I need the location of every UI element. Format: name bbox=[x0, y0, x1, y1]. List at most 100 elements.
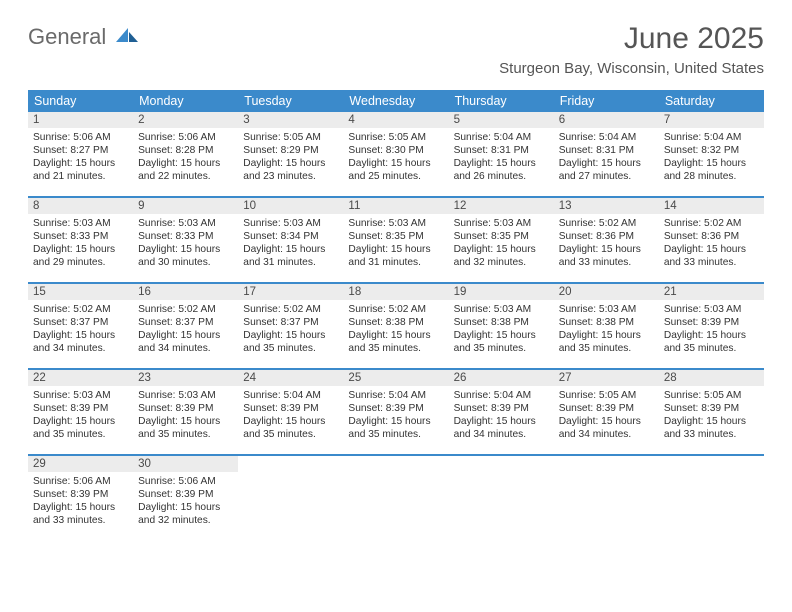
sunrise-line: Sunrise: 5:06 AM bbox=[138, 475, 233, 488]
sunset-line: Sunset: 8:39 PM bbox=[33, 402, 128, 415]
daylight-line: Daylight: 15 hours and 26 minutes. bbox=[454, 157, 549, 183]
day-body: Sunrise: 5:04 AMSunset: 8:31 PMDaylight:… bbox=[554, 128, 659, 187]
daylight-line: Daylight: 15 hours and 33 minutes. bbox=[559, 243, 654, 269]
sunrise-line: Sunrise: 5:03 AM bbox=[33, 217, 128, 230]
daylight-line: Daylight: 15 hours and 35 minutes. bbox=[243, 415, 338, 441]
logo-text: General Blue bbox=[28, 26, 140, 70]
day-body: Sunrise: 5:02 AMSunset: 8:37 PMDaylight:… bbox=[28, 300, 133, 359]
sunrise-line: Sunrise: 5:06 AM bbox=[138, 131, 233, 144]
day-body: Sunrise: 5:04 AMSunset: 8:32 PMDaylight:… bbox=[659, 128, 764, 187]
day-body: Sunrise: 5:02 AMSunset: 8:38 PMDaylight:… bbox=[343, 300, 448, 359]
calendar-cell: 30Sunrise: 5:06 AMSunset: 8:39 PMDayligh… bbox=[133, 456, 238, 540]
sunset-line: Sunset: 8:38 PM bbox=[559, 316, 654, 329]
daylight-line: Daylight: 15 hours and 25 minutes. bbox=[348, 157, 443, 183]
sunrise-line: Sunrise: 5:03 AM bbox=[454, 217, 549, 230]
day-body: Sunrise: 5:03 AMSunset: 8:35 PMDaylight:… bbox=[343, 214, 448, 273]
sunrise-line: Sunrise: 5:02 AM bbox=[664, 217, 759, 230]
daylight-line: Daylight: 15 hours and 32 minutes. bbox=[138, 501, 233, 527]
calendar-cell: 1Sunrise: 5:06 AMSunset: 8:27 PMDaylight… bbox=[28, 112, 133, 196]
daylight-line: Daylight: 15 hours and 34 minutes. bbox=[559, 415, 654, 441]
sunrise-line: Sunrise: 5:03 AM bbox=[33, 389, 128, 402]
day-body: Sunrise: 5:04 AMSunset: 8:39 PMDaylight:… bbox=[449, 386, 554, 445]
daylight-line: Daylight: 15 hours and 34 minutes. bbox=[138, 329, 233, 355]
day-body: Sunrise: 5:03 AMSunset: 8:38 PMDaylight:… bbox=[554, 300, 659, 359]
day-body: Sunrise: 5:06 AMSunset: 8:39 PMDaylight:… bbox=[28, 472, 133, 531]
day-number: 17 bbox=[238, 284, 343, 300]
day-body: Sunrise: 5:03 AMSunset: 8:39 PMDaylight:… bbox=[28, 386, 133, 445]
day-number: 28 bbox=[659, 370, 764, 386]
daylight-line: Daylight: 15 hours and 28 minutes. bbox=[664, 157, 759, 183]
sunset-line: Sunset: 8:31 PM bbox=[559, 144, 654, 157]
daylight-line: Daylight: 15 hours and 34 minutes. bbox=[454, 415, 549, 441]
sunset-line: Sunset: 8:39 PM bbox=[348, 402, 443, 415]
day-body: Sunrise: 5:04 AMSunset: 8:31 PMDaylight:… bbox=[449, 128, 554, 187]
sunrise-line: Sunrise: 5:06 AM bbox=[33, 131, 128, 144]
day-body: Sunrise: 5:06 AMSunset: 8:28 PMDaylight:… bbox=[133, 128, 238, 187]
day-body: Sunrise: 5:03 AMSunset: 8:39 PMDaylight:… bbox=[659, 300, 764, 359]
day-number: 23 bbox=[133, 370, 238, 386]
sunrise-line: Sunrise: 5:03 AM bbox=[138, 217, 233, 230]
calendar-week: 22Sunrise: 5:03 AMSunset: 8:39 PMDayligh… bbox=[28, 368, 764, 454]
calendar-cell: 27Sunrise: 5:05 AMSunset: 8:39 PMDayligh… bbox=[554, 370, 659, 454]
day-number: 22 bbox=[28, 370, 133, 386]
daylight-line: Daylight: 15 hours and 30 minutes. bbox=[138, 243, 233, 269]
sunset-line: Sunset: 8:39 PM bbox=[454, 402, 549, 415]
calendar-cell: 11Sunrise: 5:03 AMSunset: 8:35 PMDayligh… bbox=[343, 198, 448, 282]
dow-sunday: Sunday bbox=[28, 90, 133, 112]
day-number: 6 bbox=[554, 112, 659, 128]
sunset-line: Sunset: 8:36 PM bbox=[664, 230, 759, 243]
sunrise-line: Sunrise: 5:03 AM bbox=[454, 303, 549, 316]
sunset-line: Sunset: 8:34 PM bbox=[243, 230, 338, 243]
daylight-line: Daylight: 15 hours and 35 minutes. bbox=[348, 329, 443, 355]
day-number: 12 bbox=[449, 198, 554, 214]
sunset-line: Sunset: 8:35 PM bbox=[454, 230, 549, 243]
daylight-line: Daylight: 15 hours and 22 minutes. bbox=[138, 157, 233, 183]
calendar-cell: 15Sunrise: 5:02 AMSunset: 8:37 PMDayligh… bbox=[28, 284, 133, 368]
page-title: June 2025 bbox=[624, 22, 764, 56]
calendar-week: 1Sunrise: 5:06 AMSunset: 8:27 PMDaylight… bbox=[28, 112, 764, 196]
day-number: 16 bbox=[133, 284, 238, 300]
sunrise-line: Sunrise: 5:03 AM bbox=[138, 389, 233, 402]
calendar-cell bbox=[238, 456, 343, 540]
calendar-cell: 17Sunrise: 5:02 AMSunset: 8:37 PMDayligh… bbox=[238, 284, 343, 368]
day-number: 11 bbox=[343, 198, 448, 214]
day-number: 1 bbox=[28, 112, 133, 128]
day-number: 30 bbox=[133, 456, 238, 472]
day-number: 13 bbox=[554, 198, 659, 214]
day-number: 7 bbox=[659, 112, 764, 128]
day-body: Sunrise: 5:02 AMSunset: 8:37 PMDaylight:… bbox=[238, 300, 343, 359]
calendar-cell: 23Sunrise: 5:03 AMSunset: 8:39 PMDayligh… bbox=[133, 370, 238, 454]
sunset-line: Sunset: 8:33 PM bbox=[33, 230, 128, 243]
calendar-cell: 4Sunrise: 5:05 AMSunset: 8:30 PMDaylight… bbox=[343, 112, 448, 196]
daylight-line: Daylight: 15 hours and 35 minutes. bbox=[664, 329, 759, 355]
calendar-cell bbox=[343, 456, 448, 540]
calendar-cell: 5Sunrise: 5:04 AMSunset: 8:31 PMDaylight… bbox=[449, 112, 554, 196]
day-body: Sunrise: 5:03 AMSunset: 8:35 PMDaylight:… bbox=[449, 214, 554, 273]
sunset-line: Sunset: 8:29 PM bbox=[243, 144, 338, 157]
sunrise-line: Sunrise: 5:05 AM bbox=[348, 131, 443, 144]
calendar-cell: 6Sunrise: 5:04 AMSunset: 8:31 PMDaylight… bbox=[554, 112, 659, 196]
daylight-line: Daylight: 15 hours and 21 minutes. bbox=[33, 157, 128, 183]
sunrise-line: Sunrise: 5:04 AM bbox=[454, 389, 549, 402]
day-body: Sunrise: 5:06 AMSunset: 8:39 PMDaylight:… bbox=[133, 472, 238, 531]
location-subtitle: Sturgeon Bay, Wisconsin, United States bbox=[499, 60, 764, 77]
sunrise-line: Sunrise: 5:02 AM bbox=[348, 303, 443, 316]
calendar-cell: 19Sunrise: 5:03 AMSunset: 8:38 PMDayligh… bbox=[449, 284, 554, 368]
calendar-cell: 8Sunrise: 5:03 AMSunset: 8:33 PMDaylight… bbox=[28, 198, 133, 282]
sunset-line: Sunset: 8:37 PM bbox=[243, 316, 338, 329]
sunrise-line: Sunrise: 5:02 AM bbox=[559, 217, 654, 230]
dow-wednesday: Wednesday bbox=[343, 90, 448, 112]
sunset-line: Sunset: 8:39 PM bbox=[138, 488, 233, 501]
sunset-line: Sunset: 8:39 PM bbox=[559, 402, 654, 415]
day-number: 21 bbox=[659, 284, 764, 300]
day-body: Sunrise: 5:05 AMSunset: 8:39 PMDaylight:… bbox=[659, 386, 764, 445]
day-number: 15 bbox=[28, 284, 133, 300]
day-body: Sunrise: 5:03 AMSunset: 8:39 PMDaylight:… bbox=[133, 386, 238, 445]
day-body: Sunrise: 5:05 AMSunset: 8:30 PMDaylight:… bbox=[343, 128, 448, 187]
sunrise-line: Sunrise: 5:04 AM bbox=[348, 389, 443, 402]
sunset-line: Sunset: 8:28 PM bbox=[138, 144, 233, 157]
sunrise-line: Sunrise: 5:03 AM bbox=[243, 217, 338, 230]
daylight-line: Daylight: 15 hours and 33 minutes. bbox=[664, 415, 759, 441]
daylight-line: Daylight: 15 hours and 33 minutes. bbox=[33, 501, 128, 527]
sunrise-line: Sunrise: 5:04 AM bbox=[454, 131, 549, 144]
